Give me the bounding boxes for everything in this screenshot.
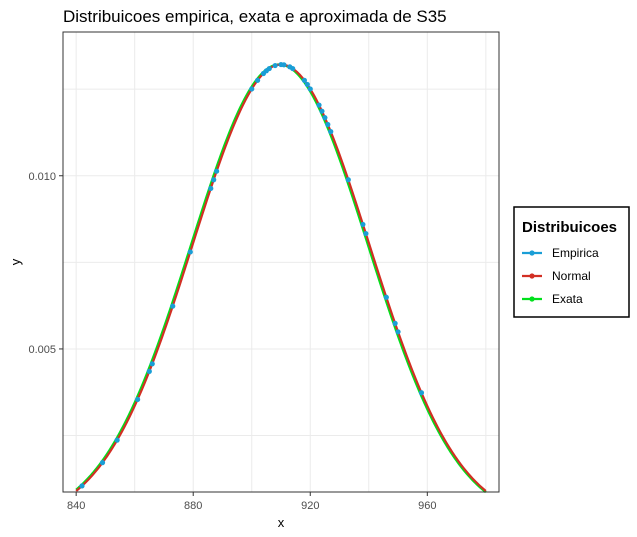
empirica-point	[272, 62, 278, 69]
x-axis: 840 880 920 960	[67, 492, 436, 512]
empirica-point	[392, 320, 398, 326]
empirica-point	[301, 77, 308, 83]
legend-key-point-empirica	[529, 250, 535, 256]
empirica-point	[99, 460, 106, 466]
chart-title: Distribuicoes empirica, exata e aproxima…	[63, 7, 447, 26]
empirica-point	[187, 249, 193, 255]
empirica-point	[322, 115, 328, 121]
legend-label-normal: Normal	[552, 269, 591, 283]
y-axis-title: y	[8, 258, 23, 265]
legend-keys	[522, 250, 542, 302]
grid-lines	[63, 32, 499, 492]
empirica-point	[214, 168, 220, 174]
empirica-point	[135, 396, 141, 403]
empirica-point	[146, 368, 152, 374]
x-tick-label: 880	[184, 500, 202, 512]
empirica-point	[281, 62, 287, 68]
empirica-point	[149, 361, 155, 367]
legend-key-point-normal	[529, 273, 535, 279]
series-line-normal	[75, 63, 487, 492]
panel-border	[62, 31, 500, 493]
empirica-point	[328, 129, 334, 135]
legend-key-point-exata	[529, 296, 535, 302]
empirica-point	[290, 65, 296, 72]
empirica-point	[319, 108, 325, 114]
x-tick-label: 840	[67, 500, 85, 512]
y-axis: 0.005 0.010	[28, 171, 63, 356]
empirica-point	[363, 230, 369, 237]
empirica-point	[345, 177, 351, 183]
empirica-point	[266, 65, 272, 72]
empirica-point	[316, 102, 322, 108]
empirica-point	[254, 77, 261, 83]
empirica-point	[325, 121, 331, 128]
empirica-point	[383, 294, 389, 300]
legend-title: Distribuicoes	[522, 219, 617, 236]
y-tick-label: 0.005	[28, 344, 56, 356]
empirica-point	[304, 81, 310, 88]
empirica-point	[208, 185, 214, 192]
empirica-point	[418, 390, 425, 396]
empirica-point	[395, 329, 401, 335]
empirica-point	[114, 437, 120, 443]
empirica-point	[307, 86, 313, 92]
plot-panel	[62, 31, 500, 494]
empirica-point	[249, 86, 255, 92]
x-tick-label: 960	[418, 500, 436, 512]
x-tick-label: 920	[301, 500, 319, 512]
series-line-exata	[75, 63, 487, 494]
x-axis-title: x	[278, 515, 285, 530]
empirica-point	[79, 483, 85, 489]
legend-label-empirica: Empirica	[552, 246, 599, 260]
y-tick-label: 0.010	[28, 171, 56, 183]
legend-label-exata: Exata	[552, 292, 583, 306]
empirica-point	[170, 303, 176, 309]
empirica-point	[211, 177, 217, 183]
series-points-empirica	[79, 61, 425, 489]
empirica-point	[360, 221, 366, 228]
legend: Distribuicoes Empirica Normal Exata	[513, 206, 630, 318]
